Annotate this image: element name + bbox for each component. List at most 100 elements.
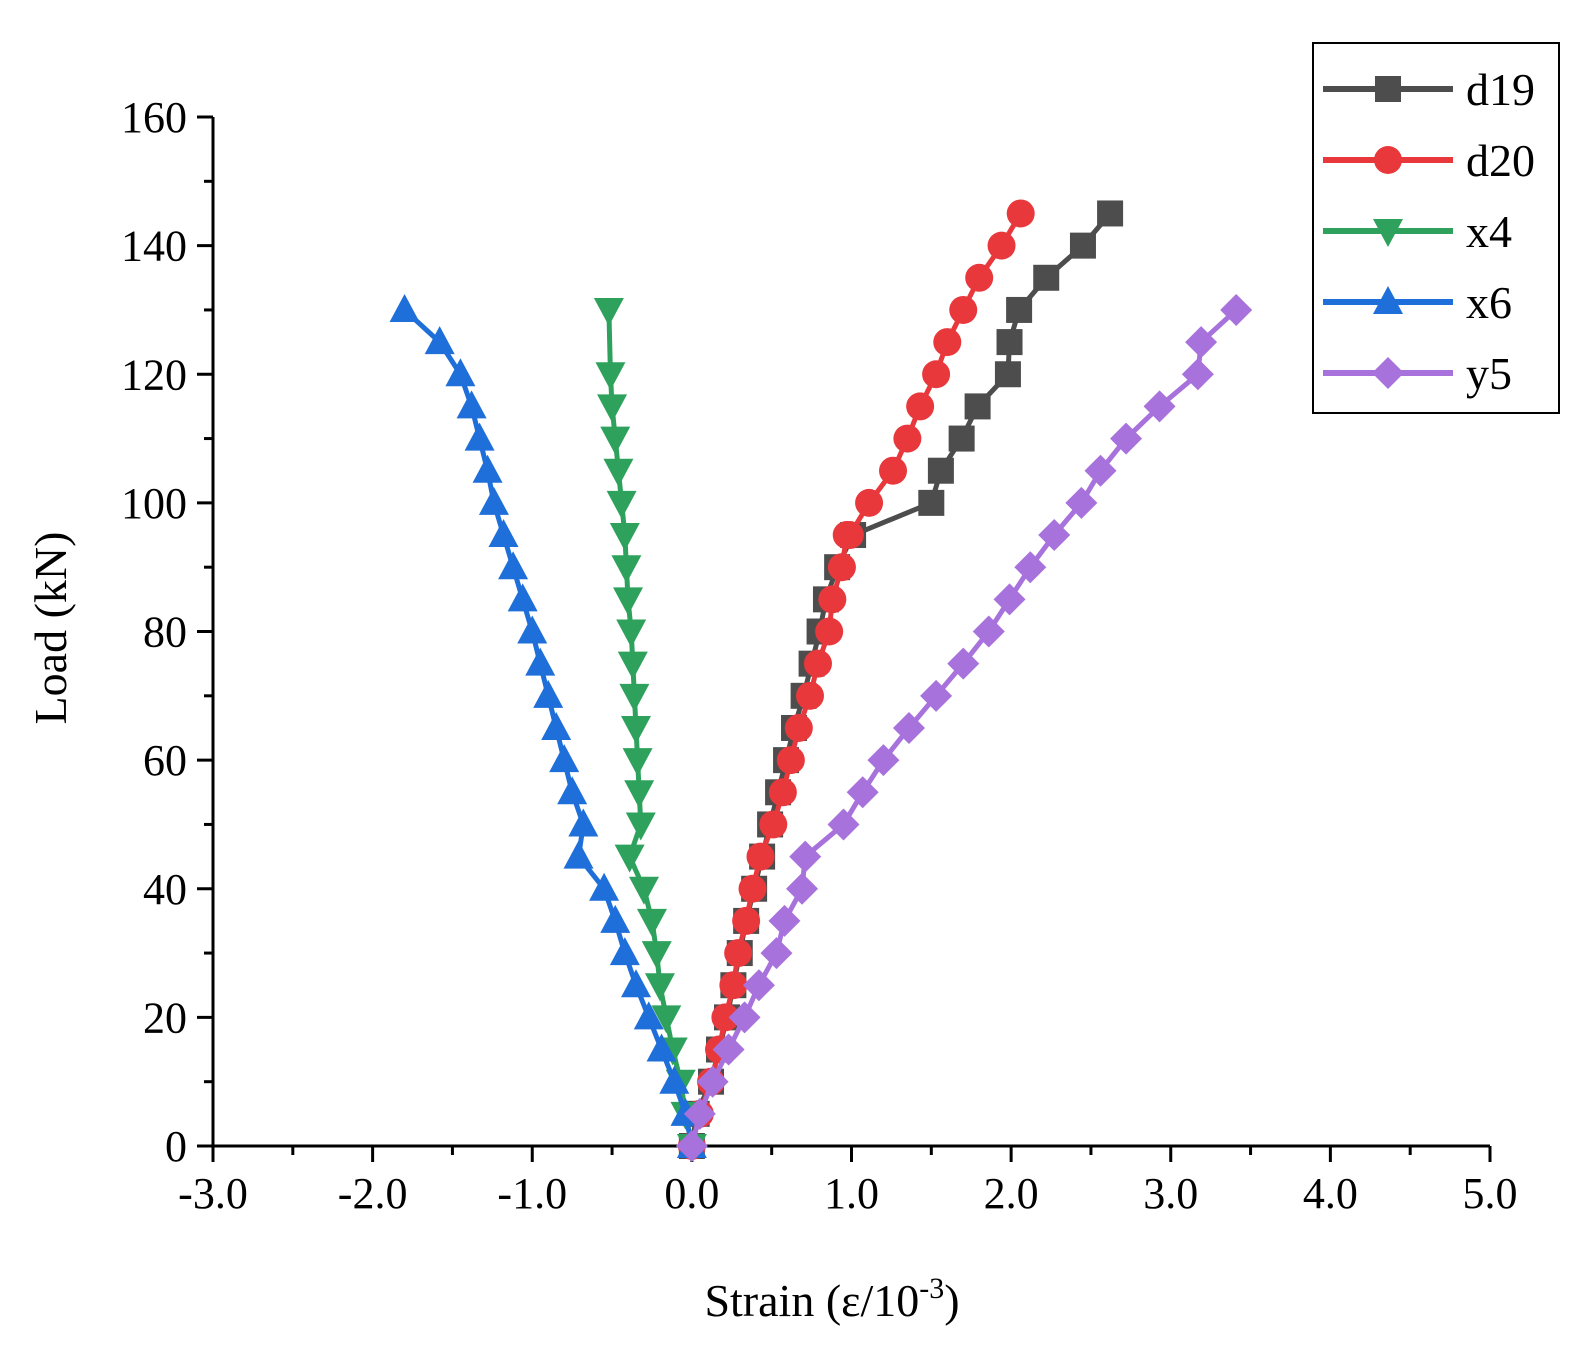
data-point-d20	[906, 392, 935, 421]
data-point-y5	[683, 1097, 716, 1130]
data-point-x4	[619, 683, 650, 712]
series-d20	[677, 199, 1035, 1160]
legend-label: x4	[1466, 206, 1512, 257]
data-point-y5	[789, 840, 822, 873]
data-point-y5	[1014, 551, 1047, 584]
data-point-y5	[1110, 422, 1143, 455]
data-point-d20	[803, 649, 832, 678]
data-point-d20	[719, 971, 748, 1000]
data-point-x6	[633, 1001, 664, 1030]
x-axis-title-superscript: -3	[919, 1272, 944, 1305]
data-point-y5	[696, 1065, 729, 1098]
x-tick-label: 5.0	[1463, 1169, 1518, 1218]
data-point-x6	[464, 422, 495, 451]
data-point-d20	[827, 553, 856, 582]
data-point-x6	[507, 583, 538, 612]
x-tick-label: 4.0	[1303, 1169, 1358, 1218]
data-point-d20	[711, 1003, 740, 1032]
data-point-x4	[644, 973, 675, 1002]
data-point-d20	[835, 521, 864, 550]
data-point-x4	[606, 490, 637, 519]
x-tick-label: -1.0	[497, 1169, 567, 1218]
data-point-x6	[389, 293, 420, 322]
data-point-y5	[712, 1033, 745, 1066]
data-point-x6	[646, 1033, 677, 1062]
data-point-x4	[622, 748, 653, 777]
data-point-d19	[927, 457, 954, 484]
legend-label: d20	[1466, 135, 1535, 186]
data-point-x6	[533, 679, 564, 708]
series-line-d19	[689, 211, 1113, 1147]
data-point-x4	[624, 780, 655, 809]
data-point-x4	[613, 587, 644, 616]
data-point-y5	[1038, 519, 1071, 552]
data-point-y5	[1065, 486, 1098, 519]
data-point-y5	[760, 937, 793, 970]
data-point-x4	[614, 844, 645, 873]
data-point-x6	[568, 808, 599, 837]
y-tick-label: 80	[143, 608, 187, 657]
data-point-d19	[1006, 296, 1033, 323]
data-point-x4	[651, 1005, 682, 1034]
data-point-x4	[600, 426, 631, 455]
y-tick-label: 0	[165, 1122, 187, 1171]
data-point-d19	[918, 489, 945, 516]
series-y5	[675, 293, 1253, 1162]
legend-item-y5: y5	[1323, 348, 1512, 399]
data-point-y5	[768, 904, 801, 937]
y-tick-label: 100	[121, 479, 187, 528]
series-layer	[389, 199, 1253, 1162]
y-tick-label: 120	[121, 350, 187, 399]
data-point-y5	[786, 872, 819, 905]
data-point-x4	[616, 619, 647, 648]
data-point-d20	[732, 906, 761, 935]
data-point-d20	[933, 328, 962, 357]
data-point-x6	[563, 840, 594, 869]
data-point-d20	[784, 713, 813, 742]
data-point-d20	[879, 456, 908, 485]
data-point-y5	[742, 969, 775, 1002]
data-point-x4	[628, 876, 659, 905]
series-x6	[389, 293, 707, 1158]
legend-item-d20: d20	[1323, 135, 1535, 186]
data-point-x4	[603, 458, 634, 487]
legend: d19 d20 x4 x6 y5	[1312, 42, 1560, 414]
legend-marker-x4	[1373, 219, 1403, 247]
data-point-d20	[759, 810, 788, 839]
data-point-d19	[1069, 232, 1096, 259]
data-point-x6	[621, 969, 652, 998]
data-point-d19	[948, 425, 975, 452]
data-point-x6	[517, 615, 548, 644]
y-tick-label: 40	[143, 865, 187, 914]
data-point-d20	[724, 939, 753, 968]
legend-label: d19	[1466, 64, 1535, 115]
x-tick-label: 0.0	[664, 1169, 719, 1218]
data-point-y5	[993, 583, 1026, 616]
data-point-x6	[424, 326, 455, 355]
data-point-x6	[609, 937, 640, 966]
data-point-d20	[855, 488, 884, 517]
data-point-d19	[994, 361, 1021, 388]
data-point-y5	[947, 647, 980, 680]
tick-labels: -3.0 -2.0 -1.0 0.0 1.0 2.0 3.0 4.0 5.0 0 20 40 60 80 1…	[121, 93, 1518, 1218]
data-point-d20	[1006, 199, 1035, 228]
data-point-x4	[593, 297, 624, 326]
x-axis-title-end: )	[944, 1275, 959, 1326]
legend-marker-d19	[1375, 76, 1401, 102]
data-point-x6	[498, 551, 529, 580]
data-point-d20	[815, 617, 844, 646]
data-point-d20	[795, 681, 824, 710]
legend-item-x4: x4	[1323, 206, 1512, 257]
data-point-x6	[525, 647, 556, 676]
data-point-d20	[922, 360, 951, 389]
data-point-d20	[987, 231, 1016, 260]
data-point-x4	[636, 908, 667, 937]
y-tick-label: 160	[121, 93, 187, 142]
data-point-d20	[949, 295, 978, 324]
legend-item-d19: d19	[1323, 64, 1535, 115]
data-point-x4	[625, 812, 656, 841]
data-point-x6	[541, 711, 572, 740]
data-point-x4	[611, 555, 642, 584]
data-point-d20	[746, 842, 775, 871]
